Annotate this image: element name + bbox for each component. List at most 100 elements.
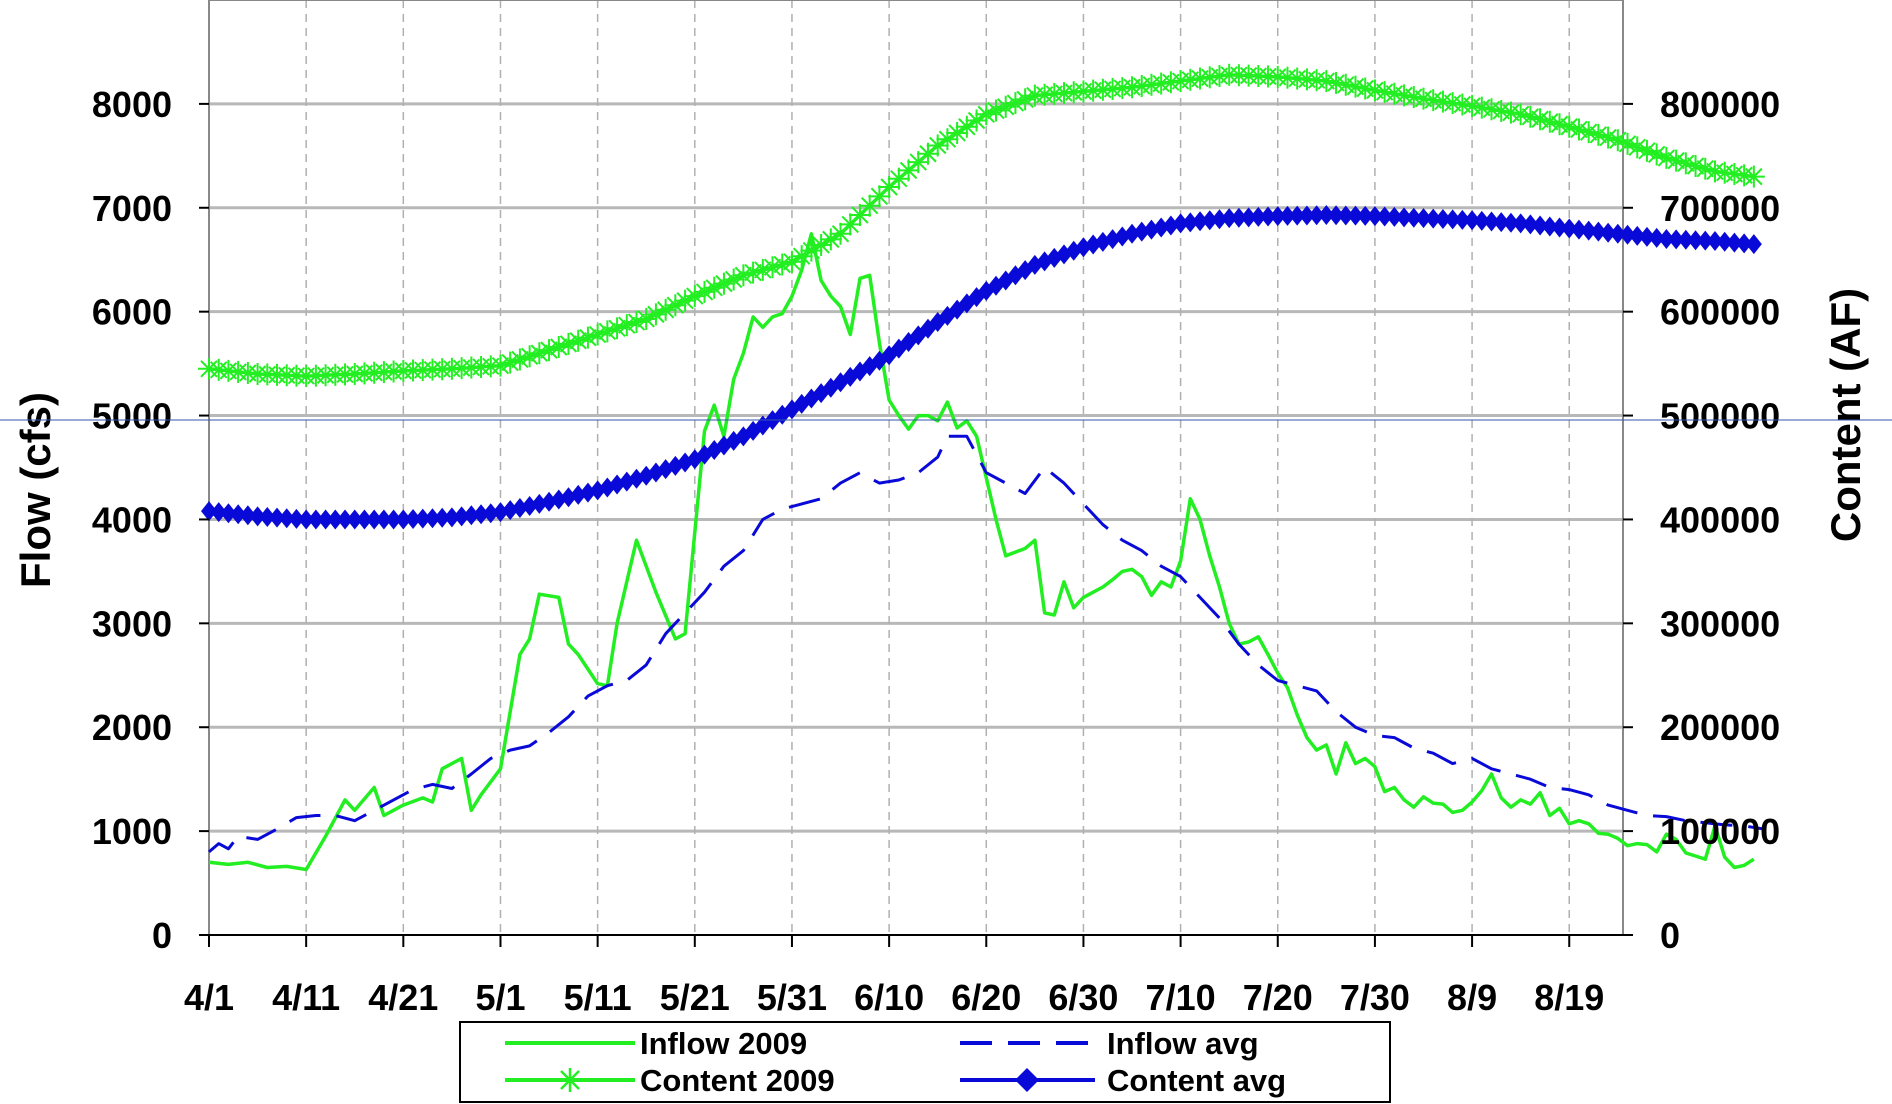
data-point-star <box>722 268 745 291</box>
data-point-diamond <box>395 509 412 530</box>
legend-label-inflow-2009: Inflow 2009 <box>640 1026 807 1061</box>
left-tick-label: 1000 <box>92 811 172 852</box>
left-tick-label: 5000 <box>92 396 172 437</box>
x-axis-ticks: 4/1 4/11 4/21 5/1 5/11 5/21 5/31 6/10 6/20 6/30 7/… <box>184 934 1623 1018</box>
legend-item-inflow-2009: Inflow 2009 <box>505 1026 807 1061</box>
data-point-diamond <box>1464 210 1481 231</box>
star-stroke <box>229 363 247 381</box>
data-point-diamond <box>1590 221 1607 242</box>
star-stroke <box>1492 102 1510 120</box>
data-point-star <box>858 194 881 217</box>
star-stroke <box>520 347 539 366</box>
data-point-diamond <box>1532 215 1549 236</box>
data-point-star <box>1538 110 1561 133</box>
star-stroke <box>210 361 228 379</box>
star-stroke <box>559 335 578 353</box>
data-point-diamond <box>1366 206 1383 227</box>
x-tick-label: 4/21 <box>368 977 438 1018</box>
star-stroke <box>1443 94 1462 112</box>
right-tick-label: 600000 <box>1660 292 1780 333</box>
star-stroke <box>569 332 587 350</box>
data-point-diamond <box>1308 205 1325 226</box>
star-stroke <box>530 344 549 362</box>
data-point-diamond <box>1133 221 1150 242</box>
data-point-diamond <box>1473 210 1490 231</box>
data-point-diamond <box>1668 229 1685 250</box>
x-tick-label: 5/31 <box>757 977 827 1018</box>
data-point-diamond <box>1454 209 1471 230</box>
x-tick-label: 8/9 <box>1447 977 1497 1018</box>
star-stroke <box>1366 81 1384 100</box>
data-point-diamond <box>405 509 422 530</box>
data-point-diamond <box>1386 206 1403 227</box>
data-point-diamond <box>1658 228 1675 249</box>
data-point-diamond <box>1124 223 1141 244</box>
star-stroke <box>1725 165 1744 183</box>
data-point-diamond <box>1697 230 1714 251</box>
right-tick-label: 800000 <box>1660 84 1780 125</box>
data-point-diamond <box>239 505 256 526</box>
data-point-diamond <box>434 507 451 528</box>
x-tick-label: 5/11 <box>564 977 632 1018</box>
x-tick-label: 7/10 <box>1146 977 1216 1018</box>
data-point-diamond <box>521 495 538 516</box>
star-stroke <box>1667 151 1685 170</box>
data-point-diamond <box>414 508 431 529</box>
right-tick-label: 400000 <box>1660 499 1780 540</box>
legend-marker-content-avg <box>1015 1068 1039 1092</box>
data-point-star <box>975 103 998 126</box>
data-point-diamond <box>269 507 286 528</box>
data-point-star <box>1635 139 1658 162</box>
star-stroke <box>1327 74 1345 92</box>
data-point-diamond <box>298 509 315 530</box>
data-point-diamond <box>288 508 305 529</box>
data-point-diamond <box>337 509 354 530</box>
star-stroke <box>219 362 238 380</box>
data-point-star <box>1519 105 1542 128</box>
star-stroke <box>608 319 626 337</box>
legend-item-content-avg: Content avg <box>960 1063 1286 1098</box>
data-point-diamond <box>317 509 334 530</box>
star-stroke <box>1735 166 1753 185</box>
data-point-star <box>1014 88 1037 111</box>
data-point-diamond <box>1580 220 1597 241</box>
star-stroke <box>1599 128 1617 147</box>
star-stroke <box>1570 120 1588 139</box>
grid-lines <box>209 0 1623 935</box>
data-point-diamond <box>346 509 363 530</box>
star-stroke <box>734 266 753 285</box>
star-stroke <box>239 364 257 382</box>
right-tick-label: 700000 <box>1660 188 1780 229</box>
star-stroke <box>1589 126 1608 144</box>
data-point-diamond <box>1745 234 1762 255</box>
data-point-diamond <box>1230 207 1247 228</box>
star-stroke <box>1385 85 1404 103</box>
star-stroke <box>1006 94 1025 112</box>
data-point-star <box>751 258 774 281</box>
star-stroke <box>627 313 646 331</box>
data-point-diamond <box>502 500 519 521</box>
data-point-diamond <box>1269 206 1286 227</box>
data-point-diamond <box>1648 227 1665 248</box>
data-point-star <box>1645 143 1668 166</box>
star-stroke <box>1434 92 1452 111</box>
star-stroke <box>1395 86 1413 105</box>
data-point-diamond <box>307 509 324 530</box>
data-point-diamond <box>1289 205 1306 226</box>
star-stroke <box>1579 123 1598 141</box>
star-stroke <box>1531 110 1549 128</box>
data-point-diamond <box>424 508 441 529</box>
right-axis-title: Content (AF) <box>1822 288 1869 542</box>
data-point-diamond <box>366 509 383 530</box>
star-stroke <box>1618 135 1637 153</box>
star-stroke <box>705 279 723 297</box>
data-point-star <box>994 95 1017 118</box>
data-point-star <box>1509 103 1532 126</box>
star-stroke <box>1696 160 1714 178</box>
data-point-star <box>1558 115 1581 138</box>
star-stroke <box>1706 162 1724 181</box>
data-point-diamond <box>482 503 499 524</box>
star-stroke <box>501 353 519 372</box>
data-point-star <box>1004 92 1027 115</box>
